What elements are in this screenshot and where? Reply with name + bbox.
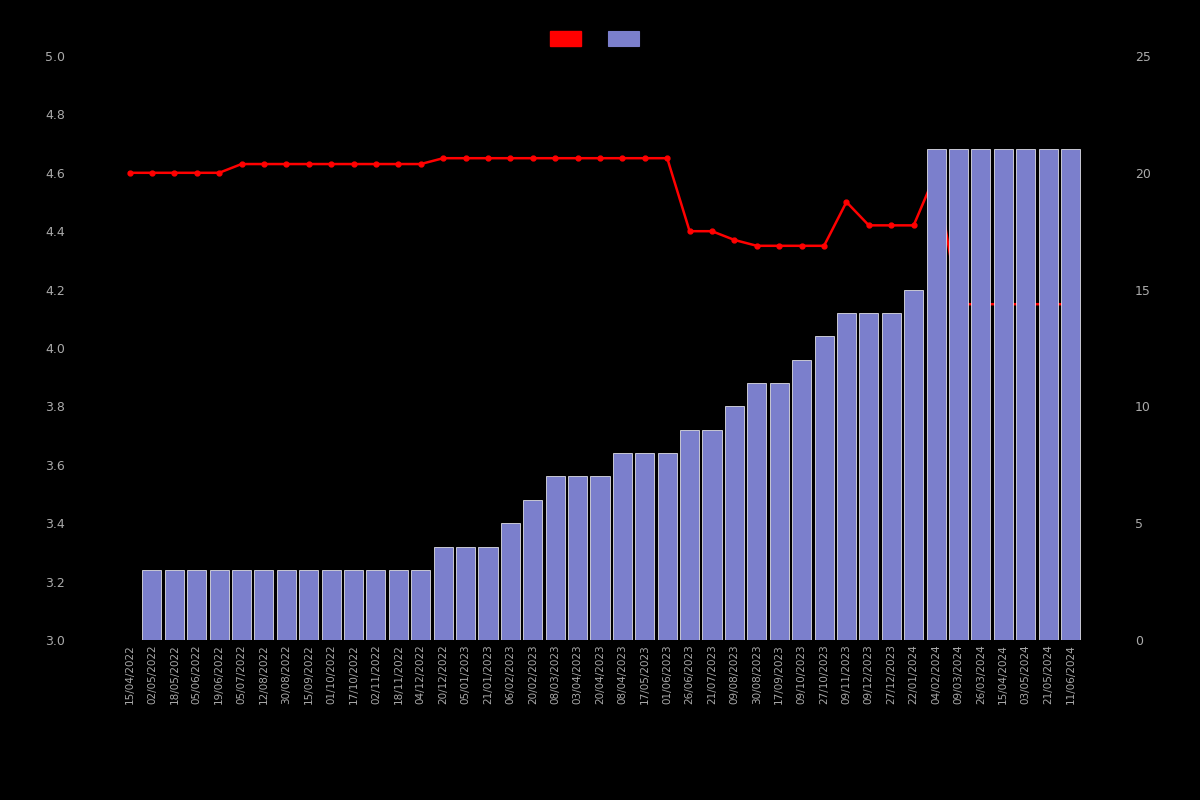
Bar [523,500,542,640]
Bar [590,477,610,640]
Bar [546,477,565,640]
Bar [769,383,788,640]
Bar [412,570,431,640]
Bar [1061,150,1080,640]
Bar [635,453,654,640]
Bar [1016,150,1036,640]
Bar [748,383,767,640]
Bar [613,453,632,640]
Bar [792,360,811,640]
Bar [658,453,677,640]
Bar [479,546,498,640]
Bar [1038,150,1057,640]
Bar [904,290,923,640]
Bar [882,313,901,640]
Bar [702,430,721,640]
Bar [568,477,587,640]
Bar [187,570,206,640]
Bar [232,570,251,640]
Bar [254,570,274,640]
Bar [859,313,878,640]
Bar [949,150,968,640]
Bar [143,570,162,640]
Bar [366,570,385,640]
Bar [725,406,744,640]
Bar [994,150,1013,640]
Bar [926,150,946,640]
Bar [322,570,341,640]
Bar [836,313,856,640]
Bar [433,546,452,640]
Bar [680,430,700,640]
Bar [971,150,990,640]
Bar [815,336,834,640]
Legend: , : , [550,31,650,46]
Bar [456,546,475,640]
Bar [277,570,296,640]
Bar [210,570,229,640]
Bar [389,570,408,640]
Bar [299,570,318,640]
Bar [344,570,364,640]
Bar [164,570,184,640]
Bar [500,523,520,640]
